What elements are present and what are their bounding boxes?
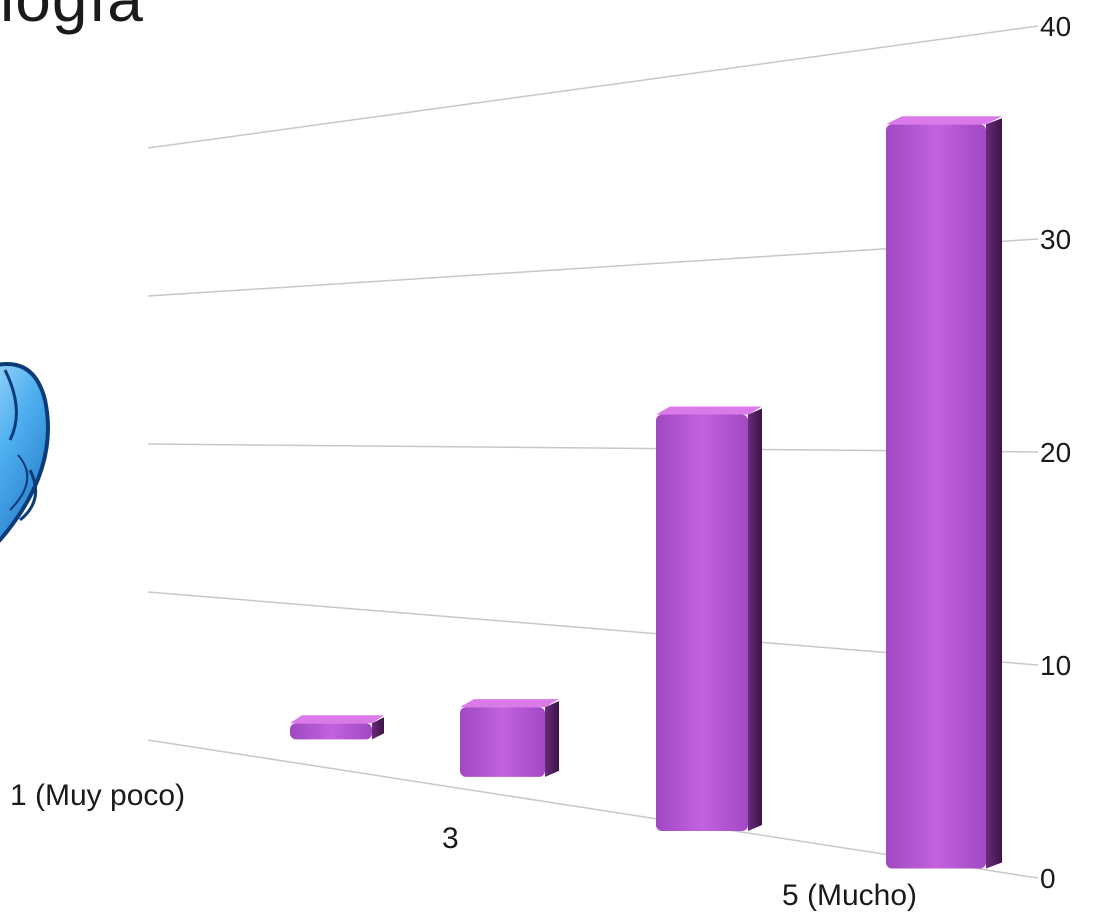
bar bbox=[656, 406, 762, 831]
bars bbox=[290, 116, 1002, 869]
x-tick-label: 1 (Muy poco) bbox=[10, 779, 185, 812]
bar bbox=[460, 699, 559, 777]
gridline bbox=[147, 25, 1039, 149]
y-tick-label: 0 bbox=[1040, 863, 1056, 894]
x-tick-label: 3 bbox=[442, 822, 459, 855]
y-tick-label: 40 bbox=[1040, 11, 1071, 42]
y-axis: 0 10 20 30 40 bbox=[1040, 11, 1071, 894]
shell-icon bbox=[0, 362, 50, 543]
y-tick-label: 20 bbox=[1040, 437, 1071, 468]
y-tick-label: 30 bbox=[1040, 224, 1071, 255]
page-title: logía bbox=[0, 0, 144, 36]
bar bbox=[886, 116, 1002, 869]
y-tick-label: 10 bbox=[1040, 650, 1071, 681]
bar bbox=[290, 715, 384, 740]
x-axis: 1 (Muy poco) 3 5 (Mucho) bbox=[10, 779, 917, 912]
x-tick-label: 5 (Mucho) bbox=[782, 879, 917, 912]
